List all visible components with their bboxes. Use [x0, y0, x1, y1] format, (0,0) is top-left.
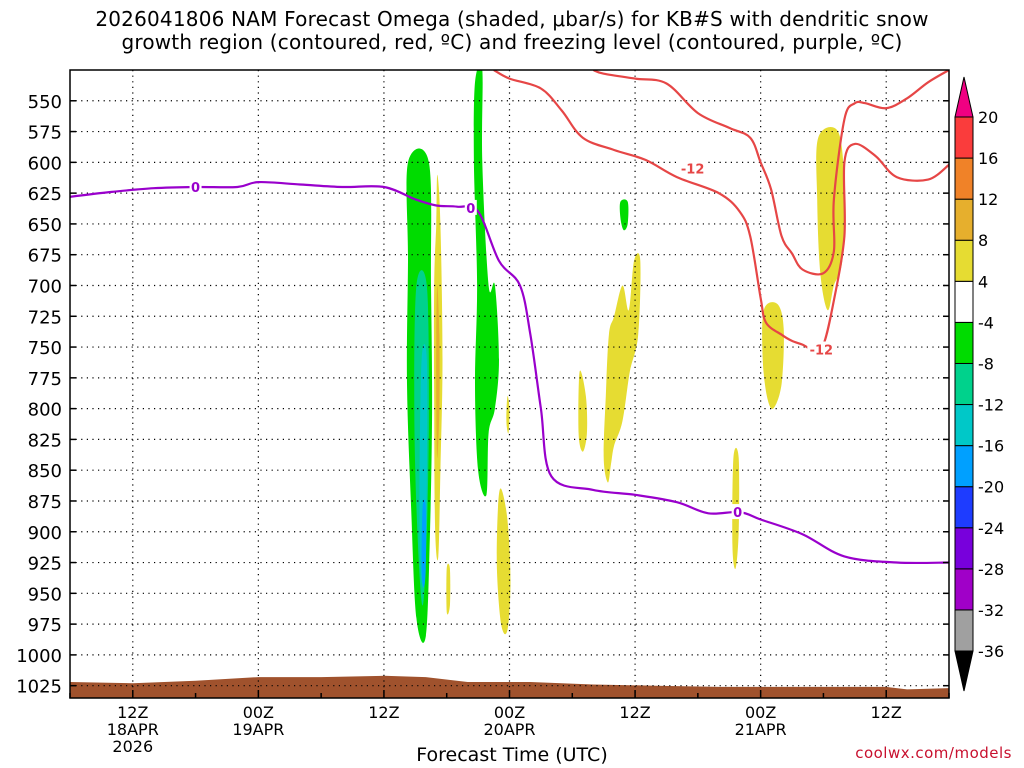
shade-subsidence-yellow-dot — [446, 563, 451, 615]
ytick-label-700: 700 — [28, 276, 62, 297]
shade-subsidence-yellow-21 — [762, 302, 784, 410]
ytick-label-850: 850 — [28, 461, 62, 482]
xtick-label-42-1: 20APR — [483, 720, 535, 739]
colorbar-label-20: 20 — [978, 108, 998, 127]
ytick-label-1000: 1000 — [16, 646, 62, 667]
colorbar-label-4: 4 — [978, 272, 988, 291]
grid-layer — [70, 70, 949, 698]
xtick-label-66-0: 00Z — [745, 703, 776, 722]
brand-watermark: coolwx.com/models — [855, 744, 1012, 762]
contour-label-dgz-minus12: -12 — [810, 344, 834, 359]
ytick-label-775: 775 — [28, 369, 62, 390]
colorbar: -36 -32 -28 -24 -20 -16 -12 -8 -4 4 8 12 16 20 — [954, 76, 1004, 692]
ytick-label-750: 750 — [28, 338, 62, 359]
ytick-label-550: 550 — [28, 92, 62, 113]
colorbar-label--28: -28 — [978, 560, 1004, 579]
chart-title-line1: 2026041806 NAM Forecast Omega (shaded, μ… — [95, 7, 929, 31]
contour-label-freezing-level: 0 — [733, 506, 742, 521]
colorbar-label-8: 8 — [978, 231, 988, 250]
colorbar-box-8 — [954, 280, 974, 323]
ytick-label-975: 975 — [28, 615, 62, 636]
colorbar-box-9 — [954, 239, 974, 282]
xtick-label-54-0: 12Z — [619, 703, 650, 722]
ytick-label-875: 875 — [28, 492, 62, 513]
xtick-label-66-1: 21APR — [735, 720, 787, 739]
colorbar-label--24: -24 — [978, 519, 1004, 538]
contour-dgz-minus12 — [493, 70, 949, 352]
contour-label-bg-4 — [678, 160, 707, 176]
ytick-label-950: 950 — [28, 584, 62, 605]
ytick-label-625: 625 — [28, 184, 62, 205]
xtick-label-6-0: 12Z — [117, 703, 148, 722]
shade-subsidence-yellow-low — [496, 488, 511, 635]
shade-subsidence-yellow-small — [506, 395, 510, 434]
contour-freezing-level — [70, 180, 949, 565]
colorbar-label--4: -4 — [978, 313, 994, 332]
colorbar-label--16: -16 — [978, 437, 1004, 456]
xtick-label-6-2: 2026 — [112, 737, 153, 756]
xtick-label-42-0: 00Z — [494, 703, 525, 722]
xtick-label-18-1: 19APR — [232, 720, 284, 739]
contour-label-bg-0 — [189, 178, 202, 194]
colorbar-label-16: 16 — [978, 149, 998, 168]
contour-label-bg-1 — [464, 199, 477, 215]
colorbar-box-4 — [954, 445, 974, 488]
contour-dgz-minus12-loop — [592, 70, 949, 276]
shading-layer — [406, 70, 845, 643]
contour-layer: 0 0 0 -12 -12 — [70, 70, 949, 565]
ytick-label-725: 725 — [28, 307, 62, 328]
colorbar-box-0 — [954, 609, 974, 652]
ytick-label-1025: 1025 — [16, 677, 62, 698]
shade-subsidence-yellow-mid — [603, 253, 641, 483]
colorbar-label-12: 12 — [978, 190, 998, 209]
colorbar-box-5 — [954, 404, 974, 447]
colorbar-label--20: -20 — [978, 478, 1004, 497]
contour-label-bg-2 — [731, 504, 744, 520]
colorbar-arrow-bottom — [954, 650, 974, 692]
ytick-label-575: 575 — [28, 123, 62, 144]
colorbar-box-11 — [954, 157, 974, 200]
shade-subsidence-yellow-hi — [816, 126, 845, 311]
chart-title-line2: growth region (contoured, red, ºC) and f… — [121, 30, 903, 54]
shade-subsidence-orange-narrow — [436, 285, 440, 458]
shade-upward-green-second — [473, 70, 499, 497]
colorbar-label--36: -36 — [978, 642, 1004, 661]
ytick-label-925: 925 — [28, 554, 62, 575]
axis-layer: 550 575 600 625 650 675 700 725 750 775 800 825 850 8… — [16, 92, 950, 756]
colorbar-box-7 — [954, 321, 974, 364]
colorbar-box-2 — [954, 527, 974, 570]
x-axis-title: Forecast Time (UTC) — [416, 744, 608, 766]
colorbar-box-10 — [954, 198, 974, 241]
xtick-label-78-0: 12Z — [871, 703, 902, 722]
shade-upward-green-small — [619, 199, 629, 231]
contour-label-dgz-minus12-loop: -12 — [681, 163, 705, 178]
colorbar-box-6 — [954, 362, 974, 406]
contour-label-freezing-level: 0 — [466, 202, 475, 217]
contour-label-freezing-level: 0 — [191, 181, 200, 196]
xtick-label-6-1: 18APR — [107, 720, 159, 739]
ytick-label-800: 800 — [28, 400, 62, 421]
ytick-label-900: 900 — [28, 523, 62, 544]
xtick-label-18-0: 00Z — [243, 703, 274, 722]
shade-upward-blue-core — [421, 499, 427, 588]
colorbar-box-12 — [954, 116, 974, 159]
ytick-label-825: 825 — [28, 430, 62, 451]
xtick-label-30-0: 12Z — [368, 703, 399, 722]
ytick-label-650: 650 — [28, 215, 62, 236]
ytick-label-600: 600 — [28, 153, 62, 174]
shade-subsidence-yellow-left — [578, 370, 588, 452]
colorbar-label--8: -8 — [978, 354, 994, 373]
colorbar-box-3 — [954, 486, 974, 529]
colorbar-label--32: -32 — [978, 601, 1004, 620]
colorbar-arrow-top — [954, 76, 974, 118]
colorbar-label--12: -12 — [978, 396, 1004, 415]
colorbar-box-1 — [954, 568, 974, 611]
contour-label-bg-3 — [807, 341, 836, 357]
ytick-label-675: 675 — [28, 246, 62, 267]
